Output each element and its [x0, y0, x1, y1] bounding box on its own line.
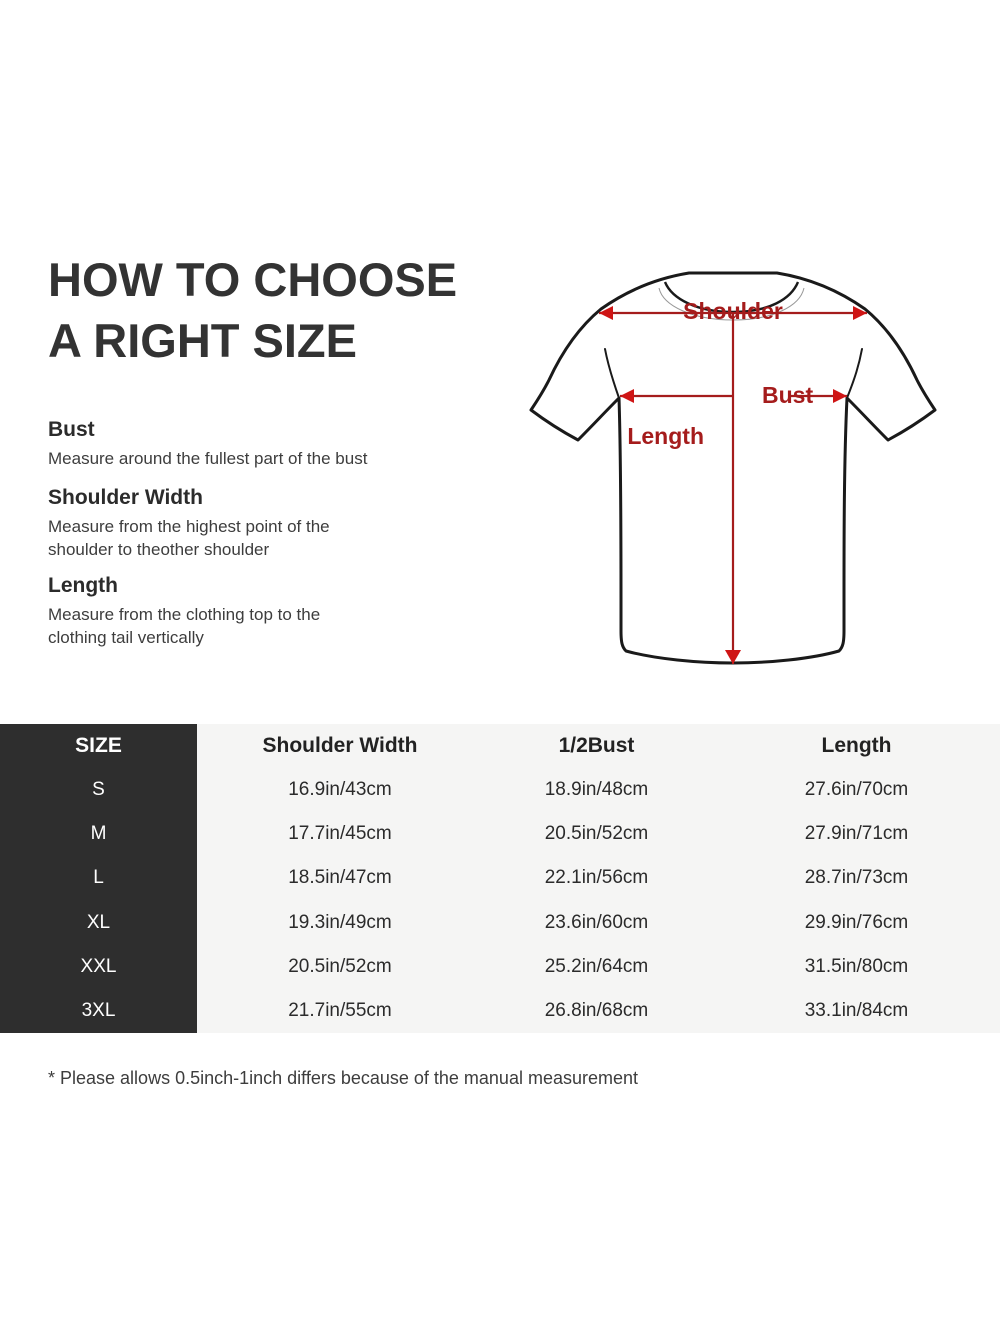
svg-text:Shoulder: Shoulder: [683, 298, 783, 324]
svg-text:Bust: Bust: [762, 382, 813, 408]
svg-text:Length: Length: [627, 423, 704, 449]
